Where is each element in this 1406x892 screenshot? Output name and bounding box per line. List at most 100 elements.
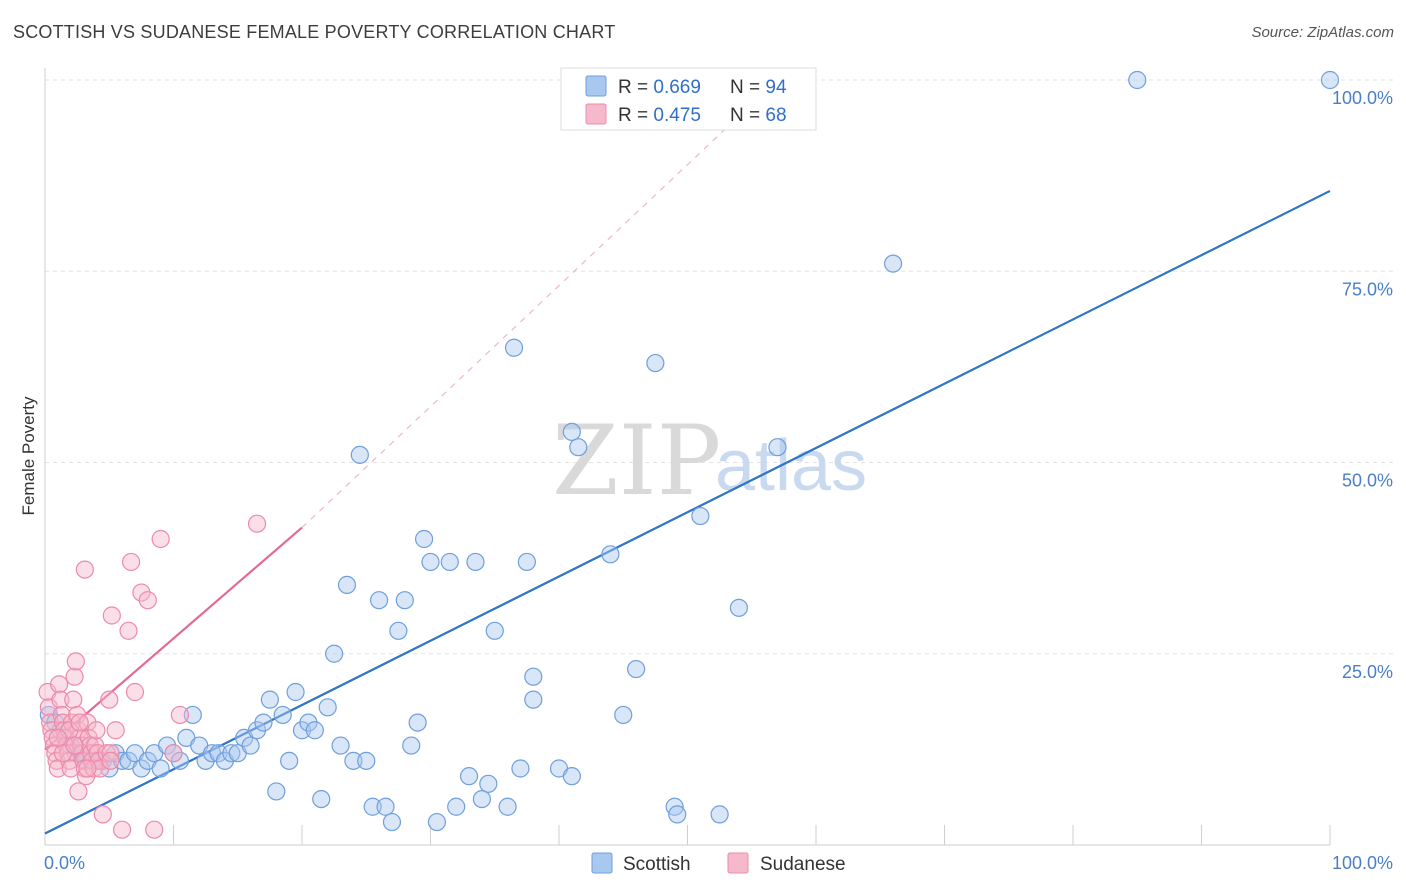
point-scottish-48	[337, 575, 357, 595]
point-sudanese-42	[93, 805, 112, 824]
point-scottish-85	[668, 805, 687, 824]
point-scottish-56	[389, 621, 408, 640]
legend-n-label-sudanese: N =	[730, 105, 765, 126]
point-scottish-45	[318, 698, 337, 717]
svg-text:N = 94: N = 94	[730, 77, 787, 98]
point-scottish-37	[267, 782, 286, 801]
point-scottish-87	[710, 805, 729, 824]
point-scottish-90	[883, 254, 903, 273]
watermark: ZIP atlas	[552, 405, 867, 517]
point-scottish-89	[768, 438, 787, 457]
point-scottish-82	[626, 659, 646, 679]
point-scottish-62	[427, 812, 447, 832]
point-scottish-35	[254, 713, 273, 732]
point-scottish-52	[363, 797, 382, 816]
trend-line-sudanese	[44, 526, 303, 751]
point-sudanese-38	[87, 721, 106, 740]
point-scottish-83	[646, 353, 665, 373]
bottom-legend: Scottish Sudanese	[591, 852, 846, 875]
point-sudanese-56	[69, 782, 88, 801]
point-scottish-70	[498, 797, 517, 816]
legend-r-label-sudanese: R =	[618, 105, 653, 126]
point-scottish-71	[504, 338, 524, 357]
legend-n-label-scottish: N =	[730, 77, 765, 98]
trend-line-scottish	[44, 189, 1331, 835]
point-scottish-68	[479, 774, 498, 793]
point-scottish-33	[241, 736, 260, 755]
svg-text:N = 68: N = 68	[730, 105, 787, 126]
point-sudanese-33	[80, 736, 100, 755]
y-tick-label-25: 25.0%	[1342, 662, 1393, 682]
point-scottish-49	[344, 751, 363, 770]
point-scottish-67	[472, 789, 491, 809]
point-sudanese-51	[138, 591, 157, 610]
legend-n-value-scottish: 94	[765, 77, 787, 98]
point-scottish-61	[421, 552, 440, 572]
point-sudanese-45	[102, 606, 121, 625]
legend-r-label-scottish: R =	[618, 77, 653, 98]
point-scottish-72	[511, 759, 530, 778]
point-sudanese-59	[101, 751, 120, 770]
point-scottish-58	[402, 736, 421, 755]
point-sudanese-48	[119, 621, 138, 640]
point-scottish-47	[331, 736, 350, 755]
point-scottish-80	[601, 545, 620, 564]
gridlines	[45, 79, 1395, 655]
legend-n-value-sudanese: 68	[765, 105, 786, 126]
x-tick-label-end: 100.0%	[1332, 853, 1393, 873]
point-scottish-53	[370, 591, 389, 610]
y-tick-label-50: 50.0%	[1342, 471, 1393, 491]
point-scottish-60	[414, 529, 434, 549]
point-sudanese-67	[48, 728, 67, 748]
x-tick-labels: 0.0% 100.0%	[44, 853, 1393, 873]
data-points	[38, 70, 1340, 839]
point-sudanese-52	[145, 820, 164, 839]
y-tick-label-75: 75.0%	[1342, 279, 1393, 299]
legend-r-value-scottish: 0.669	[653, 77, 701, 98]
point-sudanese-10	[51, 690, 70, 709]
point-sudanese-47	[112, 820, 132, 839]
point-scottish-24	[183, 705, 202, 725]
point-scottish-81	[614, 705, 633, 725]
trend-line-sudanese-extension	[301, 79, 778, 528]
point-sudanese-63	[70, 713, 89, 732]
point-sudanese-21	[65, 667, 84, 686]
point-scottish-79	[562, 767, 581, 786]
point-scottish-75	[524, 690, 543, 709]
bottom-legend-label-sudanese: Sudanese	[760, 854, 846, 875]
point-scottish-59	[408, 713, 427, 732]
point-scottish-54	[376, 797, 395, 816]
x-tick-label-start: 0.0%	[44, 853, 85, 873]
point-scottish-46	[325, 644, 344, 663]
bottom-legend-swatch-scottish	[591, 852, 613, 874]
point-scottish-40	[286, 682, 305, 702]
legend: R = 0.669 N = 94 R = 0.475 N = 68	[560, 67, 817, 131]
point-sudanese-62	[65, 736, 84, 755]
point-sudanese-64	[78, 759, 97, 778]
point-sudanese-41	[91, 759, 110, 778]
trend-lines	[44, 79, 1331, 835]
point-scottish-51	[357, 751, 376, 770]
point-scottish-91	[1128, 70, 1147, 90]
watermark-atlas: atlas	[715, 426, 867, 506]
point-scottish-30	[222, 744, 241, 763]
y-tick-label-100: 100.0%	[1332, 88, 1393, 108]
point-scottish-77	[562, 422, 581, 441]
point-scottish-66	[466, 552, 485, 572]
point-scottish-50	[350, 445, 369, 464]
point-sudanese-54	[164, 744, 183, 763]
point-scottish-38	[273, 705, 292, 725]
point-scottish-69	[485, 621, 504, 640]
watermark-zip: ZIP	[552, 405, 721, 517]
svg-text:R = 0.475: R = 0.475	[618, 105, 701, 126]
point-sudanese-20	[64, 690, 83, 709]
point-scottish-39	[280, 751, 299, 770]
chart-title: SCOTTISH VS SUDANESE FEMALE POVERTY CORR…	[13, 22, 616, 42]
point-scottish-43	[305, 721, 324, 740]
point-sudanese-30	[77, 767, 96, 786]
legend-swatch-sudanese	[585, 103, 607, 125]
point-sudanese-46	[106, 721, 125, 740]
point-sudanese-57	[75, 560, 94, 579]
point-scottish-78	[569, 438, 588, 457]
